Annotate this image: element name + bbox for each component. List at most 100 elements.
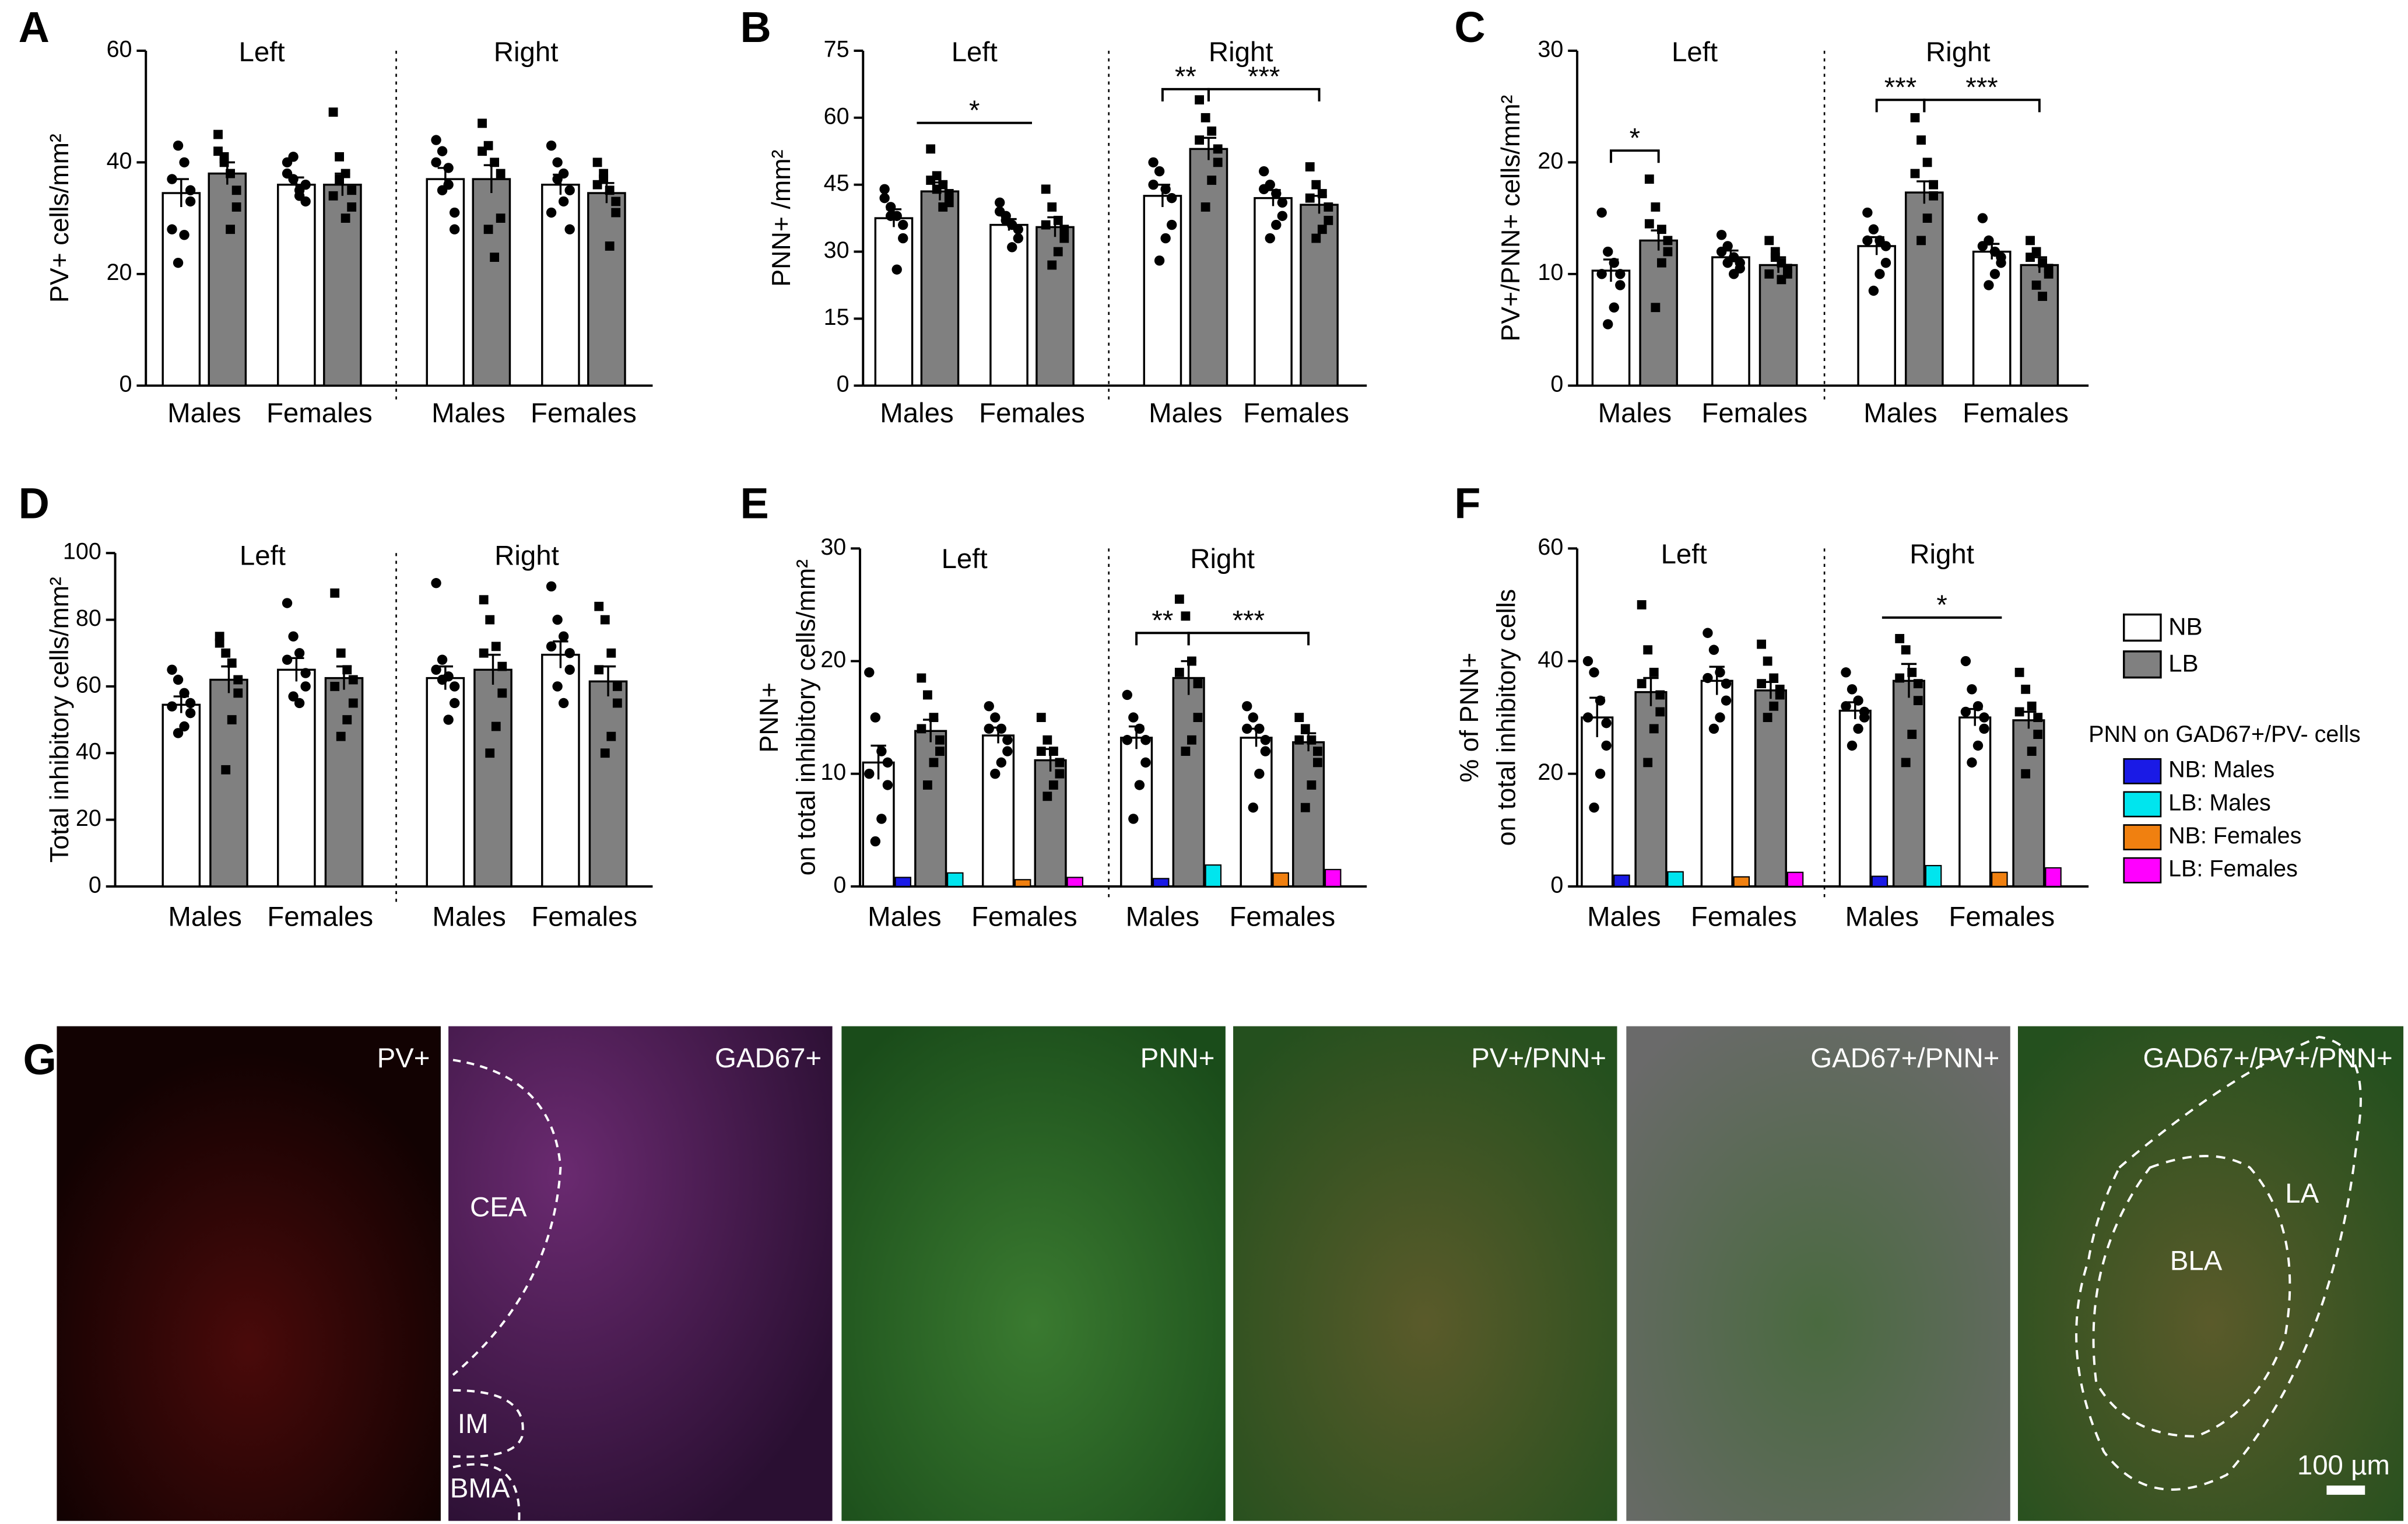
y-axis-label: PV+ cells/mm²	[45, 134, 74, 303]
small-bar	[1925, 865, 1942, 887]
bar	[1172, 677, 1205, 888]
data-point	[1248, 712, 1258, 723]
group-label: Left	[239, 37, 285, 68]
x-tick-label: Females	[979, 398, 1085, 429]
data-point	[1841, 701, 1851, 712]
y-tick-label: 30	[1538, 36, 1563, 62]
x-tick-label: Males	[1149, 398, 1222, 429]
data-point	[1708, 644, 1719, 655]
data-point	[1242, 701, 1252, 712]
data-point	[984, 701, 994, 712]
group-label: Left	[952, 37, 998, 68]
bar	[587, 192, 626, 387]
x-tick-label: Males	[1845, 902, 1919, 933]
data-point	[879, 192, 890, 204]
data-point	[1595, 695, 1606, 706]
y-tick-label: 75	[824, 36, 850, 62]
data-point	[1213, 157, 1223, 167]
data-point	[994, 197, 1005, 208]
micrograph	[2017, 1026, 2404, 1521]
data-point	[1913, 679, 1923, 689]
legend-swatch	[2123, 824, 2162, 850]
data-point	[1294, 735, 1304, 745]
region-outline	[452, 1389, 524, 1458]
data-point	[564, 664, 575, 675]
data-point	[443, 163, 454, 173]
data-point	[449, 224, 460, 234]
data-point	[546, 581, 557, 592]
data-point	[1582, 712, 1593, 723]
small-bar	[2045, 867, 2062, 887]
data-point	[282, 168, 293, 179]
y-tick-label: 0	[1550, 872, 1563, 898]
data-point	[612, 698, 622, 708]
data-point	[1853, 723, 1863, 734]
data-point	[1582, 656, 1593, 667]
significance-bracket	[1923, 99, 2041, 113]
x-tick-label: Females	[1701, 398, 1807, 429]
x-tick-label: Females	[1963, 398, 2069, 429]
data-point	[1013, 233, 1023, 244]
panel-letter: C	[1454, 3, 1485, 51]
data-point	[226, 225, 235, 234]
data-point	[1277, 211, 1288, 221]
data-point	[891, 264, 902, 275]
data-point	[926, 144, 936, 154]
data-point	[558, 631, 569, 642]
data-point	[347, 185, 357, 195]
y-tick-label: 40	[76, 739, 101, 765]
data-point	[1305, 162, 1315, 171]
legend-label: LB: Males	[2168, 790, 2271, 815]
panel-g: G PV+ GAD67+ PNN+ PV+/PNN+ GAD67+/PNN+ G…	[23, 1026, 2404, 1521]
bar	[1857, 245, 1896, 387]
panel-letter: G	[23, 1035, 57, 1084]
y-tick-label: 60	[76, 672, 101, 698]
data-point	[227, 658, 237, 668]
data-point	[1048, 747, 1058, 756]
data-point	[1036, 747, 1046, 756]
y-tick-label: 80	[76, 605, 101, 631]
bar	[588, 680, 628, 888]
data-point	[917, 673, 926, 683]
legend-label: NB: Females	[2168, 823, 2301, 849]
y-axis-label: on total inhibitory cells	[1491, 589, 1521, 846]
data-point	[491, 721, 501, 731]
y-tick-label: 40	[107, 148, 132, 174]
data-point	[1764, 236, 1774, 246]
data-point	[990, 712, 1001, 723]
data-point	[1907, 667, 1917, 677]
small-bar	[1325, 868, 1342, 887]
data-point	[231, 185, 241, 195]
data-point	[179, 230, 189, 240]
data-point	[1655, 690, 1665, 700]
y-axis-label: % of PNN+	[1455, 653, 1484, 783]
y-tick-label: 10	[1538, 260, 1563, 285]
group-label: Right	[494, 541, 559, 572]
data-point	[1294, 713, 1304, 723]
significance-bracket	[1187, 632, 1310, 646]
data-point	[1708, 723, 1719, 734]
bar	[323, 183, 362, 387]
data-point	[1254, 769, 1265, 779]
data-point	[1047, 260, 1057, 270]
data-point	[1166, 219, 1177, 230]
data-point	[300, 196, 311, 207]
data-point	[1979, 712, 1989, 723]
data-point	[330, 588, 340, 598]
data-point	[564, 224, 575, 234]
panel-letter: F	[1454, 479, 1480, 528]
bar	[982, 734, 1015, 888]
bar	[1034, 759, 1067, 888]
data-point	[1984, 280, 1994, 290]
error-bar	[1643, 677, 1659, 706]
data-point	[179, 157, 189, 168]
x-tick-label: Males	[1863, 398, 1937, 429]
x-tick-label: Females	[1229, 902, 1335, 933]
data-point	[300, 681, 311, 692]
x-tick-label: Females	[1691, 902, 1797, 933]
image-label: PV+/PNN+	[1471, 1043, 1606, 1074]
legend-swatch	[2123, 857, 2162, 884]
panel-letter: A	[19, 3, 50, 51]
data-point	[1663, 247, 1673, 257]
data-point	[1047, 202, 1057, 212]
